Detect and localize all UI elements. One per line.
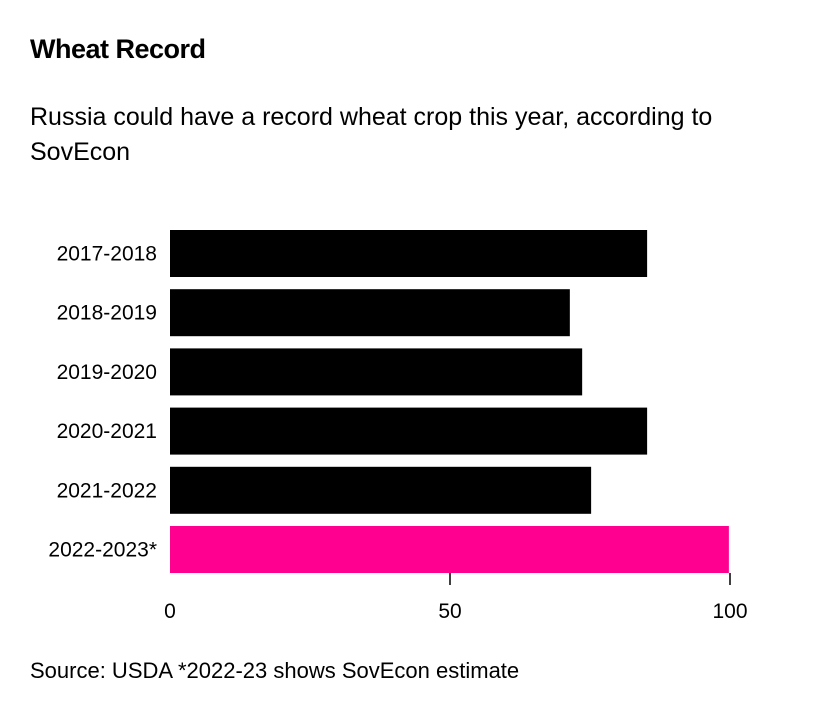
category-label: 2018-2019: [57, 302, 157, 325]
category-labels-group: 2017-2018 2018-2019 2019-2020 2020-2021 2021…: [48, 243, 157, 562]
x-axis-ticks-group: 0 50 100: [164, 573, 748, 623]
chart-subtitle: Russia could have a record wheat crop th…: [30, 103, 713, 166]
bar-2019-2020: [170, 348, 583, 396]
source-note: Source: USDA *2022-23 shows SovEcon esti…: [30, 658, 520, 683]
bar-2021-2022: [170, 466, 592, 514]
category-label: 2017-2018: [57, 243, 157, 266]
bars-group: [170, 230, 729, 573]
x-tick-label: 0: [164, 600, 176, 623]
chart-title: Wheat Record: [30, 34, 206, 64]
bar-chart: 2017-2018 2018-2019 2019-2020 2020-2021 2021…: [48, 230, 748, 623]
category-label: 2019-2020: [57, 361, 157, 384]
x-tick-label: 100: [712, 600, 747, 623]
bar-2017-2018: [170, 230, 648, 277]
bar-2020-2021: [170, 407, 648, 455]
bar-2022-2023: [170, 526, 729, 573]
bar-2018-2019: [170, 289, 570, 337]
category-label: 2020-2021: [57, 420, 157, 443]
category-label: 2021-2022: [57, 479, 157, 502]
category-label: 2022-2023*: [48, 539, 157, 562]
x-tick-label: 50: [438, 600, 461, 623]
